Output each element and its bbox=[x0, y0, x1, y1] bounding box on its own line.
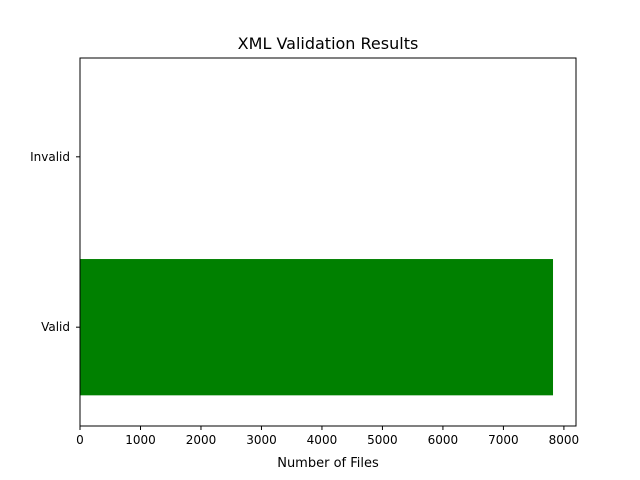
x-tick-label: 1000 bbox=[125, 433, 156, 447]
x-tick-label: 7000 bbox=[488, 433, 519, 447]
x-tick-label: 4000 bbox=[307, 433, 338, 447]
bar-valid bbox=[80, 259, 554, 396]
x-axis-label: Number of Files bbox=[277, 456, 379, 471]
x-tick-label: 6000 bbox=[428, 433, 459, 447]
y-tick-label-invalid: Invalid bbox=[30, 150, 70, 164]
plot-area: 0 1000 2000 3000 4000 5000 6000 7000 8000 Valid In… bbox=[30, 57, 580, 447]
x-tick-label: 3000 bbox=[246, 433, 277, 447]
plot-frame bbox=[79, 57, 577, 427]
x-tick-label: 8000 bbox=[549, 433, 580, 447]
x-tick-label: 5000 bbox=[367, 433, 398, 447]
x-tick-label: 0 bbox=[76, 433, 84, 447]
chart-title: XML Validation Results bbox=[238, 34, 419, 53]
x-tick-label: 2000 bbox=[186, 433, 217, 447]
y-tick-label-valid: Valid bbox=[41, 320, 70, 334]
